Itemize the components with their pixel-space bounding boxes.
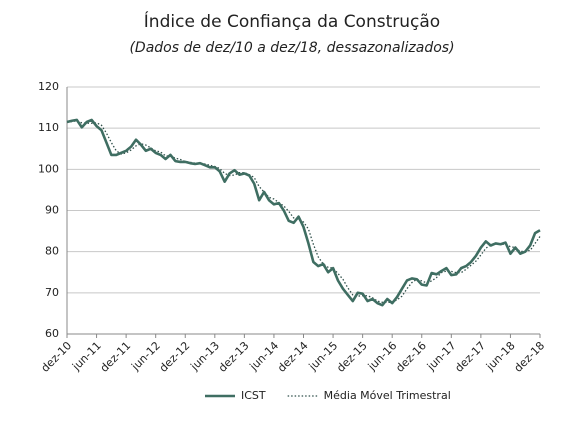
y-tick-label: 110 — [38, 121, 59, 134]
x-tick-label: dez-18 — [512, 339, 548, 375]
x-tick-label: jun-12 — [128, 339, 163, 374]
x-tick-label: jun-18 — [483, 339, 518, 374]
x-tick-label: jun-11 — [69, 339, 104, 374]
y-tick-label: 90 — [45, 204, 59, 217]
x-tick-label: jun-17 — [424, 339, 459, 374]
x-tick-label: jun-15 — [306, 339, 341, 374]
x-tick-label: dez-13 — [216, 339, 252, 375]
x-tick-label: jun-14 — [247, 339, 282, 374]
y-tick-label: 100 — [38, 162, 59, 175]
chart-subtitle: (Dados de dez/10 a dez/18, dessazonaliza… — [129, 40, 454, 56]
x-tick-label: jun-13 — [187, 339, 222, 374]
x-tick-label: dez-15 — [334, 339, 370, 375]
line-series — [66, 120, 541, 303]
x-tick-label: jun-16 — [365, 339, 400, 374]
y-tick-label: 80 — [45, 245, 59, 258]
x-tick-label: dez-17 — [452, 339, 488, 375]
y-tick-label: 60 — [45, 327, 59, 340]
legend-label: Média Móvel Trimestral — [324, 389, 451, 402]
x-tick-label: dez-10 — [39, 339, 75, 375]
x-tick-label: dez-16 — [393, 339, 429, 375]
line-series — [66, 118, 541, 307]
x-tick-label: dez-14 — [275, 339, 311, 375]
x-tick-label: dez-12 — [157, 339, 193, 375]
y-tick-label: 70 — [45, 286, 59, 299]
legend-label: ICST — [241, 389, 266, 402]
y-tick-label: 120 — [38, 80, 59, 93]
x-tick-label: dez-11 — [98, 339, 134, 375]
chart-title: Índice de Confiança da Construção — [144, 10, 440, 32]
